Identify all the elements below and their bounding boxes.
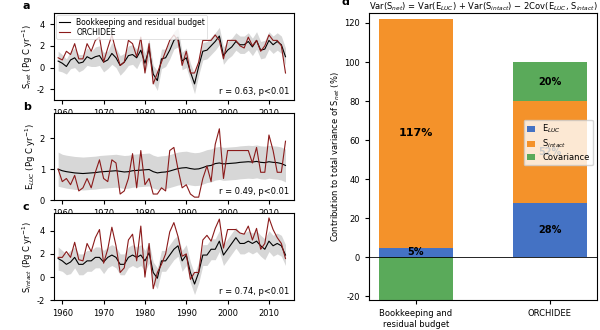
Bar — [513, 62, 587, 101]
Text: a: a — [23, 1, 31, 12]
Text: b: b — [23, 102, 31, 112]
Text: 117%: 117% — [398, 128, 433, 138]
Text: 52%: 52% — [538, 147, 562, 157]
Text: d: d — [341, 0, 349, 8]
Y-axis label: S$_{intact}$ (Pg C yr$^{-1}$): S$_{intact}$ (Pg C yr$^{-1}$) — [21, 221, 35, 293]
Bar — [513, 203, 587, 257]
Text: 20%: 20% — [538, 77, 562, 86]
Y-axis label: S$_{net}$ (Pg C yr$^{-1}$): S$_{net}$ (Pg C yr$^{-1}$) — [21, 24, 35, 89]
Y-axis label: E$_{LUC}$ (Pg C yr$^{-1}$): E$_{LUC}$ (Pg C yr$^{-1}$) — [24, 123, 38, 190]
Bar — [379, 257, 452, 300]
Text: 28%: 28% — [538, 225, 562, 235]
Text: r = 0.63, p<0.01: r = 0.63, p<0.01 — [218, 87, 289, 96]
Text: 5%: 5% — [407, 248, 424, 257]
Legend: Bookkeeping and residual budget, ORCHIDEE: Bookkeeping and residual budget, ORCHIDE… — [56, 16, 208, 39]
Bar — [379, 19, 452, 248]
Text: c: c — [23, 202, 29, 212]
Legend: E$_{LUC}$, S$_{intact}$, Covariance: E$_{LUC}$, S$_{intact}$, Covariance — [524, 119, 593, 165]
Y-axis label: Contribution to total variance of S$_{net}$ (%): Contribution to total variance of S$_{ne… — [330, 71, 343, 242]
Text: r = 0.74, p<0.01: r = 0.74, p<0.01 — [219, 287, 289, 296]
Bar — [513, 101, 587, 203]
Text: Var(S$_{net}$) = Var(E$_{LUC}$) + Var(S$_{intact}$) $-$ 2Cov(E$_{LUC}$, S$_{inta: Var(S$_{net}$) = Var(E$_{LUC}$) + Var(S$… — [368, 0, 597, 13]
Text: r = 0.49, p<0.01: r = 0.49, p<0.01 — [219, 187, 289, 196]
Bar — [379, 248, 452, 257]
